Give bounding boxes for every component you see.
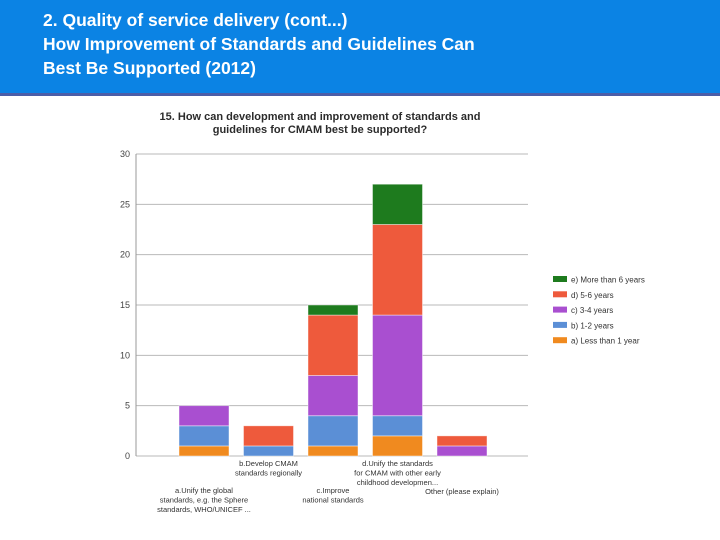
bar-segment xyxy=(372,224,423,316)
bar-segment xyxy=(243,445,294,457)
x-category-label: standards regionally xyxy=(235,469,302,478)
bar-segment xyxy=(307,415,359,447)
y-tick-label: 10 xyxy=(120,350,130,360)
legend-label: c) 3-4 years xyxy=(571,306,613,315)
bar-segment xyxy=(436,445,488,457)
y-tick-label: 15 xyxy=(120,300,130,310)
bar-segment xyxy=(307,314,359,376)
bar-segment xyxy=(178,425,230,447)
y-tick-label: 0 xyxy=(125,451,130,461)
chart-title-line: guidelines for CMAM best be supported? xyxy=(213,124,428,136)
slide-header: 2. Quality of service delivery (cont...)… xyxy=(0,0,720,96)
legend-label: e) More than 6 years xyxy=(571,276,645,285)
y-tick-label: 30 xyxy=(120,149,130,159)
bar-segment xyxy=(372,314,423,417)
chart-title-line: 15. How can development and improvement … xyxy=(160,111,481,123)
legend-label: b) 1-2 years xyxy=(571,321,614,330)
x-category-label: Other (please explain) xyxy=(425,487,499,496)
x-category-label: c.Improve xyxy=(317,486,350,495)
bar-segment xyxy=(178,405,230,427)
legend-label: a) Less than 1 year xyxy=(571,337,640,346)
y-tick-label: 25 xyxy=(120,199,130,209)
legend-swatch xyxy=(553,306,567,313)
bar-segment xyxy=(307,304,359,316)
bar-segment xyxy=(307,375,359,417)
slide-title: 2. Quality of service delivery (cont...)… xyxy=(43,10,475,78)
y-tick-label: 20 xyxy=(120,250,130,260)
y-tick-label: 5 xyxy=(125,401,130,411)
bar-segment xyxy=(372,183,423,225)
bar-segment xyxy=(436,435,488,447)
legend-swatch xyxy=(553,291,567,298)
x-category-label: a.Unify the global xyxy=(175,486,233,495)
x-category-label: b.Develop CMAM xyxy=(239,459,298,468)
legend-swatch xyxy=(553,276,567,282)
x-category-label: d.Unify the standards xyxy=(362,459,433,468)
bar-segment xyxy=(372,435,423,457)
bar-segment xyxy=(307,445,359,457)
x-category-label: national standards xyxy=(302,496,364,505)
x-category-label: childhood developmen... xyxy=(357,478,438,487)
legend-label: d) 5-6 years xyxy=(571,291,614,300)
x-category-label: standards, e.g. the Sphere xyxy=(160,496,248,505)
x-category-label: standards, WHO/UNICEF ... xyxy=(157,505,251,514)
bar-segment xyxy=(178,445,230,457)
legend-swatch xyxy=(553,337,567,344)
bar-segment xyxy=(243,425,294,447)
legend-swatch xyxy=(553,321,567,328)
x-category-label: for CMAM with other early xyxy=(354,469,441,478)
bar-segment xyxy=(372,415,423,437)
